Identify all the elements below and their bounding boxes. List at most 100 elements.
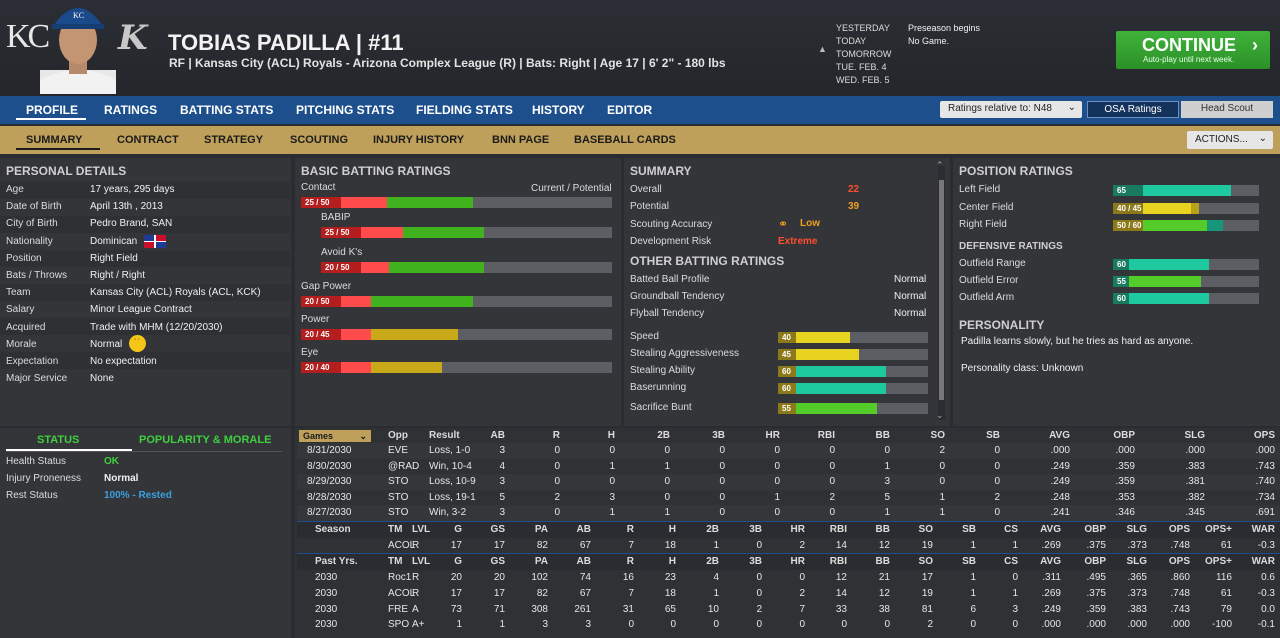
stat-cell: 0	[884, 619, 890, 631]
chevron-down-icon: ⌄	[1067, 102, 1076, 113]
game-cell: 0	[719, 445, 725, 456]
tab-editor[interactable]: EDITOR	[607, 103, 653, 117]
stat-cell: 61	[1220, 587, 1232, 599]
scouting-accuracy-label: Scouting Accuracy	[630, 219, 713, 230]
stat-cell: 0	[756, 619, 762, 631]
ratings-relative-select[interactable]: Ratings relative to: N48 ⌄	[940, 101, 1082, 118]
column-header: BB	[875, 556, 890, 567]
past-year-row[interactable]: 2030 ACOL R 17 17 82 67 7 18 1 0 2 14 12 19 1 1.269.375.…	[297, 586, 1280, 602]
column-header: SO	[918, 556, 933, 567]
subtab-injury-history[interactable]: INJURY HISTORY	[373, 134, 465, 146]
actions-dropdown[interactable]: ACTIONS... ⌄	[1187, 131, 1273, 149]
tab-ratings[interactable]: RATINGS	[104, 103, 158, 117]
scroll-up-icon[interactable]: ⌃	[936, 160, 944, 170]
game-row[interactable]: 8/27/2030 STO Win, 3-2 3 0 1 1 0 0 0 1 1 0 .241 .346 .3…	[297, 505, 1280, 522]
stat-cell: 17	[921, 572, 933, 583]
baserunning-label: Sacrifice Bunt	[630, 402, 692, 413]
bar-potential	[386, 197, 473, 208]
bar-label-bg	[778, 403, 796, 414]
day-tomorrow[interactable]: TOMORROW	[836, 49, 892, 59]
games-filter-select[interactable]: Games ⌄	[299, 430, 371, 442]
tab-status[interactable]: STATUS	[37, 434, 80, 446]
scroll-down-icon[interactable]: ⌄	[936, 410, 944, 420]
game-cell: 3	[499, 507, 505, 519]
stat-cell: 82	[536, 587, 548, 599]
subtab-bnn-page[interactable]: BNN PAGE	[492, 134, 550, 146]
bar-potential	[1207, 220, 1223, 231]
development-risk-label: Development Risk	[630, 236, 712, 247]
bar-potential	[1191, 202, 1199, 214]
column-header: AB	[576, 556, 591, 567]
bar-potential	[403, 227, 484, 238]
game-cell: 1	[884, 507, 890, 519]
tab-profile[interactable]: PROFILE	[26, 103, 79, 117]
baserunning-label: Stealing Aggressiveness	[630, 348, 739, 359]
game-cell: 1	[939, 507, 945, 519]
games-header-row: Opp Result AB R H 2B 3B HR RBI BB SO SB AVG OBP SLG OPS	[297, 428, 1280, 443]
scrollbar-thumb[interactable]	[939, 180, 944, 400]
other-batting-title: OTHER BATTING RATINGS	[630, 254, 785, 268]
actions-label: ACTIONS...	[1195, 134, 1248, 145]
day-tue[interactable]: TUE. FEB. 4	[836, 62, 887, 72]
tab-fielding-stats[interactable]: FIELDING STATS	[416, 103, 513, 117]
game-cell: .743	[1255, 460, 1275, 472]
game-cell: .249	[1050, 476, 1070, 488]
stat-cell: 19	[921, 587, 933, 599]
game-cell: .000	[1255, 445, 1275, 456]
game-cell: 0	[774, 460, 780, 472]
subtab-scouting[interactable]: SCOUTING	[290, 134, 349, 146]
game-cell: 0	[719, 491, 725, 503]
stat-cell: 0	[670, 619, 676, 631]
tab-popularity-morale[interactable]: POPULARITY & MORALE	[139, 434, 272, 446]
bar-potential	[371, 296, 473, 307]
game-row[interactable]: 8/31/2030 EVE Loss, 1-0 3 0 0 0 0 0 0 0 2 0 .000 .000.…	[297, 443, 1280, 459]
osa-ratings-toggle[interactable]: OSA Ratings	[1087, 101, 1179, 118]
tab-batting-stats[interactable]: BATTING STATS	[180, 103, 274, 117]
summary-scrollbar[interactable]: ⌃ ⌄	[936, 160, 945, 420]
game-row[interactable]: 8/29/2030 STO Loss, 10-9 3 0 0 0 0 0 0 3 0 0 .249 .359…	[297, 474, 1280, 491]
day-wed[interactable]: WED. FEB. 5	[836, 75, 890, 85]
subtab-strategy[interactable]: STRATEGY	[204, 134, 264, 146]
day-yesterday[interactable]: YESTERDAY	[836, 23, 890, 33]
game-cell: .734	[1255, 491, 1275, 503]
past-year-row[interactable]: 2030 FRE A 73 71 308 261 31 65 10 2 7 33 38 81 6 3 .249 .3…	[297, 602, 1280, 618]
game-cell: .248	[1050, 491, 1070, 503]
game-cell: .241	[1050, 507, 1070, 519]
game-row[interactable]: 8/28/2030 STO Loss, 19-1 5 2 3 0 0 1 2 5 1 2 .248 .353…	[297, 489, 1280, 506]
past-year-row[interactable]: 2030 SPO A+ 1 1 3 3 0 0 0 0 0 0 0 2 0 0 .000 .000 .000 .000 -…	[297, 617, 1280, 633]
subtab-baseball-cards[interactable]: BASEBALL CARDS	[574, 134, 676, 146]
stat-cell: 102	[531, 572, 548, 583]
game-cell: 0	[554, 460, 560, 472]
personal-label: Major Service	[6, 373, 68, 385]
stat-cell: -0.3	[1257, 540, 1275, 551]
game-cell: Win, 10-4	[429, 460, 472, 472]
stat-cell: 1	[1012, 587, 1018, 599]
game-cell: 2	[554, 491, 560, 503]
tab-history[interactable]: HISTORY	[532, 103, 585, 117]
game-cell: 1	[939, 491, 945, 503]
subtab-contract[interactable]: CONTRACT	[117, 134, 179, 146]
day-today[interactable]: TODAY	[836, 36, 867, 46]
game-row[interactable]: 8/30/2030 @RAD Win, 10-4 4 0 1 1 0 0 0 1 0 0 .249 .359…	[297, 458, 1280, 475]
subtab-summary[interactable]: SUMMARY	[26, 134, 83, 146]
status-value: Normal	[104, 473, 139, 484]
column-header: 3B	[712, 430, 725, 441]
stat-cell: 21	[878, 572, 890, 583]
player-info: RF | Kansas City (ACL) Royals - Arizona …	[169, 56, 726, 70]
development-risk-value: Extreme	[778, 236, 818, 247]
bar-fill	[1129, 259, 1209, 270]
player-portrait: KC	[40, 8, 116, 94]
head-scout-toggle[interactable]: Head Scout	[1181, 101, 1273, 118]
baserunning-bar: 45	[778, 349, 928, 360]
season-row[interactable]: ACOL R 17 17 82 67 7 18 1 0 2 14 12 19 1 1.269.375.373.…	[297, 538, 1280, 554]
bar-label-bg	[301, 362, 341, 373]
tab-pitching-stats[interactable]: PITCHING STATS	[296, 103, 395, 117]
continue-button[interactable]: CONTINUE Auto-play until next week. ›	[1116, 31, 1270, 69]
stat-cell: 20	[450, 572, 462, 583]
stat-cell: 1	[499, 619, 505, 631]
stat-cell: 4	[713, 572, 719, 583]
past-year-row[interactable]: 2030 Roc1 R 20 20 102 74 16 23 4 0 0 12 21 17 1 0 .311 .49…	[297, 570, 1280, 586]
bar-current	[1143, 202, 1191, 214]
stat-cell: 10	[707, 603, 719, 615]
personal-label: Acquired	[6, 321, 46, 333]
